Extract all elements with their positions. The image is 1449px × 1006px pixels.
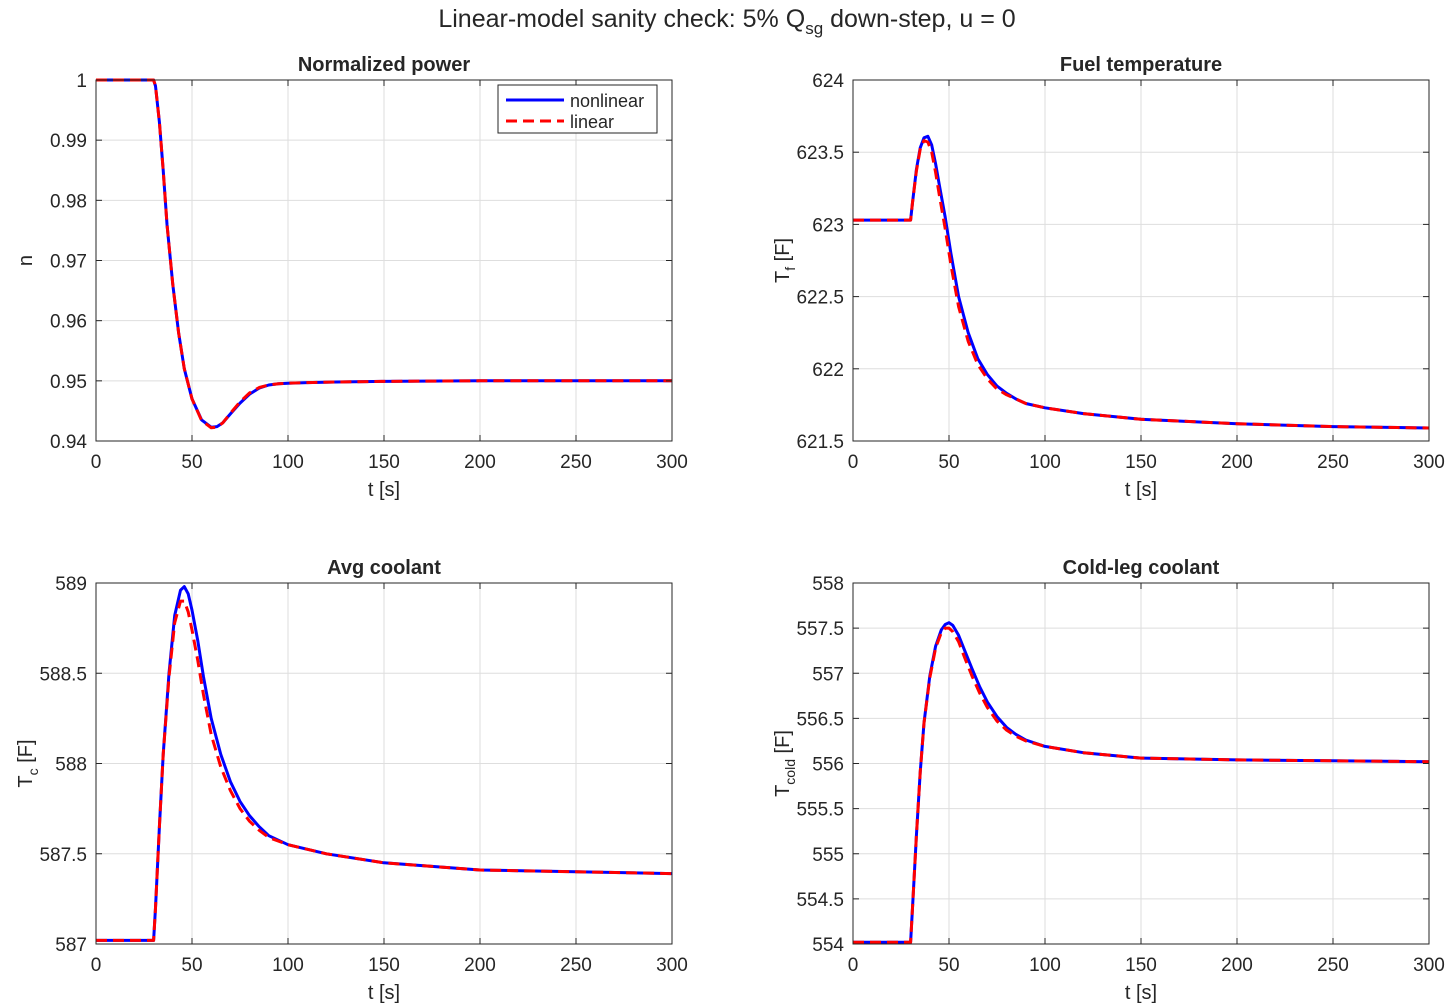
x-tick-label: 100 bbox=[272, 955, 304, 976]
y-axis-label-unit: [F] bbox=[15, 739, 37, 768]
y-tick-label: 621.5 bbox=[796, 432, 844, 453]
series-line-linear bbox=[96, 78, 672, 430]
x-tick-label: 250 bbox=[560, 955, 592, 976]
y-tick-label: 1 bbox=[76, 71, 87, 92]
y-tick-label: 587.5 bbox=[39, 845, 87, 866]
subplot-title: Avg coolant bbox=[327, 557, 441, 579]
figure-title-tail: down-step, u = 0 bbox=[823, 5, 1015, 33]
figure-title-subscript: sg bbox=[805, 19, 823, 38]
y-tick-label: 557 bbox=[812, 664, 844, 685]
x-axis-label: t [s] bbox=[368, 479, 400, 501]
y-tick-label: 556 bbox=[812, 755, 844, 776]
y-tick-label: 587 bbox=[55, 935, 87, 956]
y-tick-label: 588.5 bbox=[39, 664, 87, 685]
x-axis-label: t [s] bbox=[368, 982, 400, 1004]
y-tick-label: 0.97 bbox=[50, 252, 87, 273]
legend-label-linear: linear bbox=[570, 112, 614, 132]
y-axis-label-base: T bbox=[15, 775, 37, 787]
y-axis-label: Tf [F] bbox=[772, 238, 798, 283]
y-tick-label: 558 bbox=[812, 574, 844, 595]
x-tick-label: 150 bbox=[368, 955, 400, 976]
subplot-title: Cold-leg coolant bbox=[1063, 557, 1220, 579]
y-axis-label: Tc [F] bbox=[15, 739, 41, 787]
x-tick-label: 0 bbox=[91, 955, 102, 976]
y-axis-label-base: T bbox=[772, 785, 794, 797]
x-tick-label: 50 bbox=[181, 955, 202, 976]
y-tick-label: 0.98 bbox=[50, 191, 87, 212]
y-tick-label: 0.96 bbox=[50, 312, 87, 333]
y-axis-label-base: n bbox=[15, 255, 37, 266]
y-axis-label-subscript: cold bbox=[782, 759, 798, 785]
x-tick-label: 250 bbox=[560, 452, 592, 473]
y-axis-label: n bbox=[15, 255, 37, 266]
series-line-linear bbox=[853, 626, 1430, 944]
x-tick-label: 150 bbox=[1125, 452, 1157, 473]
y-tick-label: 588 bbox=[55, 755, 87, 776]
y-axis-label: Tcold [F] bbox=[772, 730, 798, 797]
x-tick-label: 50 bbox=[938, 452, 959, 473]
legend-label-nonlinear: nonlinear bbox=[570, 91, 644, 111]
series-line-linear bbox=[96, 599, 673, 942]
x-tick-label: 300 bbox=[656, 955, 688, 976]
x-tick-label: 300 bbox=[1413, 955, 1445, 976]
y-tick-label: 556.5 bbox=[796, 709, 844, 730]
x-tick-label: 200 bbox=[1221, 452, 1253, 473]
x-tick-label: 0 bbox=[848, 452, 859, 473]
y-tick-label: 623.5 bbox=[796, 143, 844, 164]
x-tick-label: 250 bbox=[1317, 452, 1349, 473]
y-tick-label: 622.5 bbox=[796, 288, 844, 309]
x-axis-label: t [s] bbox=[1125, 479, 1157, 501]
y-tick-label: 589 bbox=[55, 574, 87, 595]
figure-title: Linear-model sanity check: 5% Qsg down-s… bbox=[438, 5, 1015, 38]
subplot-title: Fuel temperature bbox=[1060, 54, 1222, 76]
y-tick-label: 557.5 bbox=[796, 619, 844, 640]
x-tick-label: 200 bbox=[464, 452, 496, 473]
y-tick-label: 554.5 bbox=[796, 890, 844, 911]
x-tick-label: 200 bbox=[1221, 955, 1253, 976]
x-tick-label: 100 bbox=[1029, 452, 1061, 473]
y-tick-label: 624 bbox=[812, 71, 844, 92]
y-axis-label-unit: [F] bbox=[772, 238, 794, 267]
y-tick-label: 0.99 bbox=[50, 131, 87, 152]
series-line-linear bbox=[853, 139, 1430, 430]
subplot-normalized-power: 0 50 100 150 200 250 300 0.94 0.95 0.96 0.97 0.98 0.… bbox=[15, 54, 688, 501]
x-tick-label: 150 bbox=[1125, 955, 1157, 976]
x-tick-label: 0 bbox=[848, 955, 859, 976]
x-tick-label: 150 bbox=[368, 452, 400, 473]
y-axis-label-unit: [F] bbox=[772, 730, 794, 759]
y-tick-label: 554 bbox=[812, 935, 844, 956]
y-tick-label: 555 bbox=[812, 845, 844, 866]
y-tick-label: 623 bbox=[812, 215, 844, 236]
figure-title-main: Linear-model sanity check: 5% Q bbox=[438, 5, 805, 33]
y-axis-label-subscript: f bbox=[782, 267, 798, 271]
legend-box bbox=[497, 84, 658, 134]
y-tick-label: 622 bbox=[812, 360, 844, 381]
x-tick-label: 200 bbox=[464, 955, 496, 976]
y-axis-label-subscript: c bbox=[25, 768, 41, 775]
x-tick-label: 300 bbox=[656, 452, 688, 473]
subplot-avg-coolant: 0 50 100 150 200 250 300 587 587.5 588 588.5 589 Avg… bbox=[15, 557, 688, 1004]
x-axis-label: t [s] bbox=[1125, 982, 1157, 1004]
subplot-cold-leg-coolant: 0 50 100 150 200 250 300 554 554.5 555 555.5 556 556… bbox=[772, 557, 1445, 1004]
y-tick-label: 555.5 bbox=[796, 800, 844, 821]
x-tick-label: 100 bbox=[1029, 955, 1061, 976]
y-tick-label: 0.94 bbox=[50, 432, 87, 453]
x-tick-label: 300 bbox=[1413, 452, 1445, 473]
x-tick-label: 50 bbox=[938, 955, 959, 976]
x-tick-label: 250 bbox=[1317, 955, 1349, 976]
x-tick-label: 100 bbox=[272, 452, 304, 473]
y-axis-label-base: T bbox=[772, 271, 794, 283]
y-tick-label: 0.95 bbox=[50, 372, 87, 393]
subplot-title: Normalized power bbox=[298, 54, 470, 76]
x-tick-label: 0 bbox=[91, 452, 102, 473]
subplot-fuel-temperature: 0 50 100 150 200 250 300 621.5 622 622.5 623 623.5 6… bbox=[772, 54, 1445, 501]
x-tick-label: 50 bbox=[181, 452, 202, 473]
